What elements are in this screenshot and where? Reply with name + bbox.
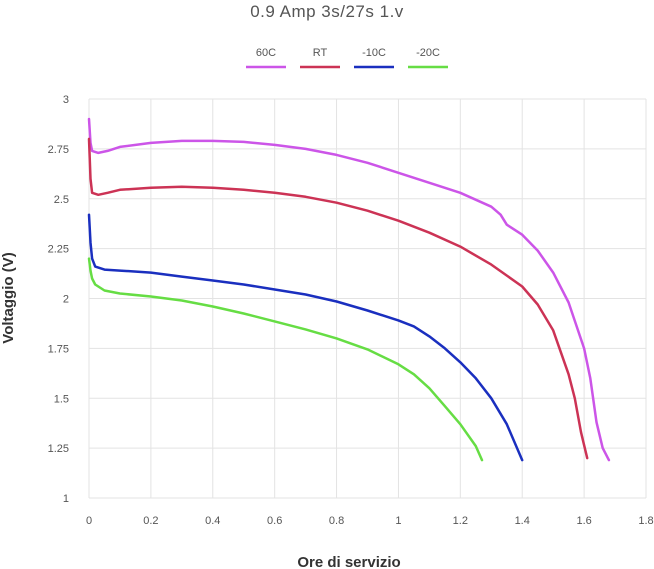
legend-label: -20C xyxy=(416,47,440,59)
series-line-10c xyxy=(87,213,524,462)
y-tick-label: 2.75 xyxy=(48,144,69,156)
x-tick-label: 1.4 xyxy=(515,515,530,527)
x-tick-label: 0 xyxy=(86,515,92,527)
grid xyxy=(88,98,647,499)
y-tick-label: 2.25 xyxy=(48,244,69,256)
series-line-rt xyxy=(87,137,589,460)
x-tick-label: 1.2 xyxy=(453,515,468,527)
series-line-60c xyxy=(87,117,611,462)
y-axis-ticks: 1 1.25 1.5 1.75 2 2.25 2.5 2.75 3 xyxy=(48,94,69,505)
y-tick-label: 1.5 xyxy=(54,393,69,405)
y-tick-label: 2 xyxy=(63,294,69,306)
legend-label: -10C xyxy=(362,47,386,59)
y-tick-label: 3 xyxy=(63,94,69,106)
legend: 60C RT -10C -20C xyxy=(246,47,448,69)
y-tick-label: 1 xyxy=(63,493,69,505)
series-group xyxy=(87,117,611,462)
y-tick-label: 2.5 xyxy=(54,194,69,206)
y-axis-title: Voltaggio (V) xyxy=(0,252,17,343)
x-tick-label: 1 xyxy=(395,515,401,527)
x-tick-label: 0.2 xyxy=(143,515,158,527)
x-tick-label: 1.8 xyxy=(638,515,653,527)
x-tick-label: 1.6 xyxy=(576,515,591,527)
y-tick-label: 1.25 xyxy=(48,443,69,455)
series-line-20c xyxy=(87,257,484,462)
y-tick-label: 1.75 xyxy=(48,343,69,355)
x-axis-ticks: 0 0.2 0.4 0.6 0.8 1 1.2 1.4 1.6 1.8 xyxy=(86,515,654,527)
x-axis-title: Ore di servizio xyxy=(297,554,400,569)
x-tick-label: 0.8 xyxy=(329,515,344,527)
legend-label: RT xyxy=(313,47,328,59)
x-tick-label: 0.6 xyxy=(267,515,282,527)
legend-label: 60C xyxy=(256,47,276,59)
x-tick-label: 0.4 xyxy=(205,515,220,527)
chart-title: 0.9 Amp 3s/27s 1.v xyxy=(250,2,404,21)
